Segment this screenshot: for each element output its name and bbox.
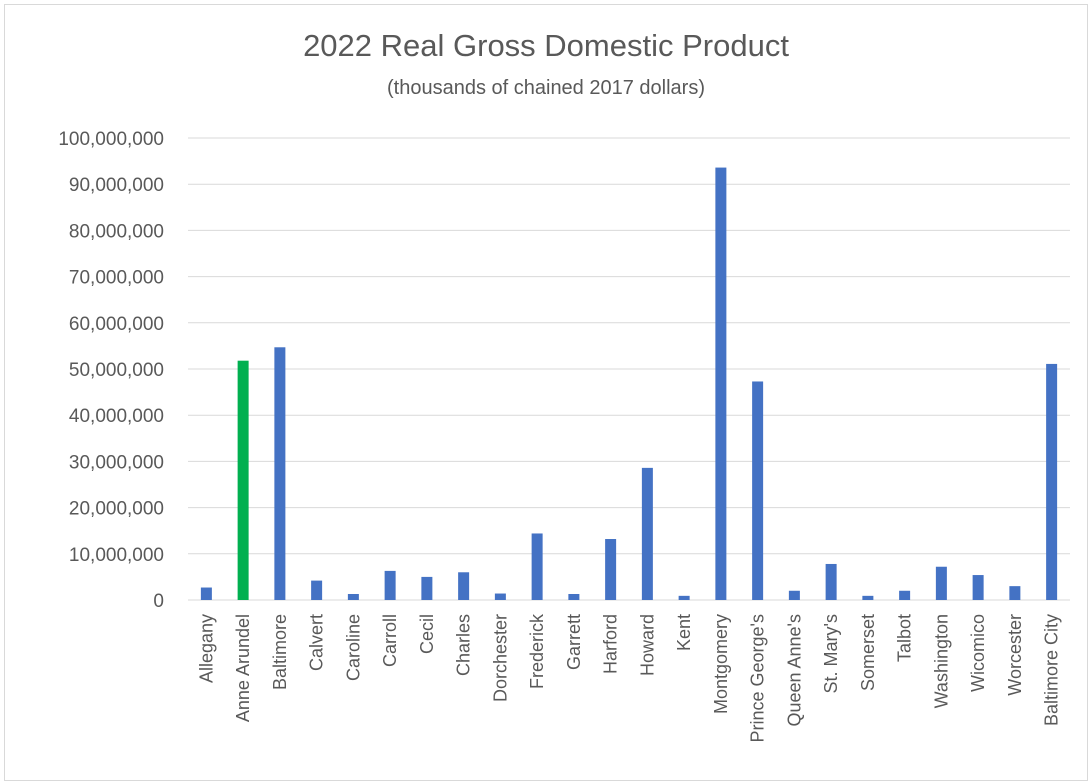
bar-baltimore [274,347,286,600]
x-tick-label: Charles [454,614,474,676]
x-tick-label: Calvert [307,614,327,671]
bar-somerset [862,595,874,600]
x-tick-label: Wicomico [968,614,988,692]
x-axis: Allegany Anne Arundel Baltimore Calvert Caro… [196,613,1061,742]
y-tick-label: 30,000,000 [69,452,164,473]
x-tick-label: Kent [674,614,694,651]
y-tick-label: 40,000,000 [69,406,164,427]
x-tick-label: Queen Anne's [784,614,804,727]
y-tick-label: 0 [153,591,164,612]
bar-prince-george-s [752,381,764,600]
x-tick-label: Howard [637,614,657,676]
bar-howard [641,467,653,600]
bar-cecil [421,576,433,600]
x-tick-label: Montgomery [711,614,731,714]
bar-talbot [899,590,911,600]
gridlines [188,137,1070,601]
x-tick-label: Caroline [343,614,363,681]
x-tick-label: Washington [931,614,951,708]
x-tick-label: Allegany [196,614,216,683]
y-tick-label: 10,000,000 [69,545,164,566]
x-tick-label: Garrett [564,614,584,670]
x-tick-label: Frederick [527,613,547,689]
bar-calvert [311,580,323,600]
x-tick-label: Harford [601,614,621,674]
x-tick-label: Talbot [895,614,915,662]
bar-baltimore-city [1046,363,1058,600]
x-tick-label: Prince George's [748,614,768,743]
bar-garrett [568,593,580,600]
x-tick-label: Worcester [1005,614,1025,696]
bar-carroll [384,570,396,600]
x-tick-label: Baltimore City [1042,614,1062,726]
y-tick-label: 20,000,000 [69,499,164,520]
y-tick-label: 70,000,000 [69,268,164,289]
bar-anne-arundel [237,360,249,600]
bars [200,167,1058,600]
x-tick-label: Dorchester [490,614,510,702]
x-tick-label: Cecil [417,614,437,654]
y-tick-label: 100,000,000 [58,129,164,150]
bar-caroline [347,593,359,600]
bar-kent [678,595,690,600]
bar-allegany [200,587,212,600]
y-tick-label: 50,000,000 [69,360,164,381]
y-tick-label: 80,000,000 [69,221,164,242]
x-tick-label: Anne Arundel [233,614,253,722]
bar-frederick [531,533,543,600]
bar-queen-anne-s [788,590,800,600]
bar-dorchester [494,593,506,600]
x-tick-label: Carroll [380,614,400,667]
x-tick-label: Somerset [858,614,878,691]
chart-title: 2022 Real Gross Domestic Product [303,28,789,63]
x-tick-label: St. Mary's [821,614,841,693]
chart-frame [4,4,1088,781]
chart-subtitle: (thousands of chained 2017 dollars) [387,77,705,99]
bar-washington [935,566,947,600]
x-tick-label: Baltimore [270,614,290,690]
y-tick-label: 60,000,000 [69,314,164,335]
bar-worcester [1009,586,1021,600]
y-tick-label: 90,000,000 [69,175,164,196]
bar-montgomery [715,167,727,600]
bar-harford [605,539,617,600]
bar-wicomico [972,575,984,600]
bar-charles [458,572,470,600]
y-axis: 0 10,000,000 20,000,000 30,000,000 40,000,00… [58,129,164,612]
bar-st-mary-s [825,563,837,600]
